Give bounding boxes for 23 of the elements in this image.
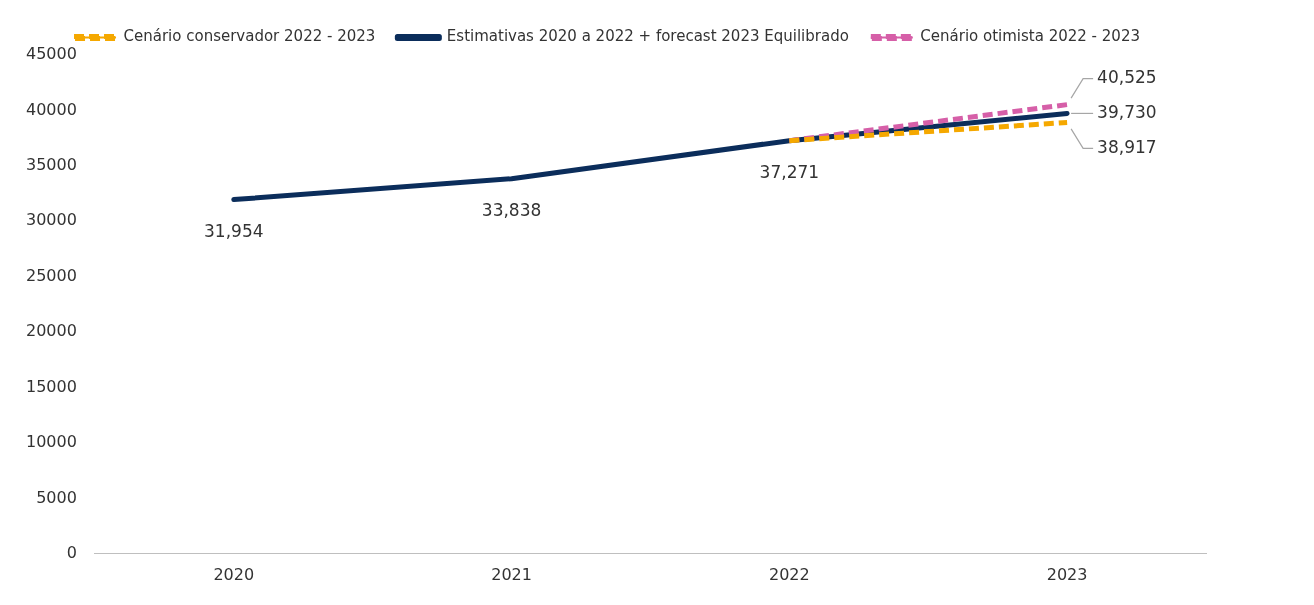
y-tick-label: 0 — [66, 542, 77, 562]
y-tick-label: 45000 — [25, 44, 77, 64]
y-tick-label: 10000 — [25, 432, 77, 452]
x-tick-label: 2021 — [491, 564, 532, 584]
y-tick-label: 40000 — [25, 99, 77, 119]
data-label: 33,838 — [481, 200, 542, 221]
y-tick-label: 25000 — [25, 265, 77, 285]
legend-label: Cenário otimista 2022 - 2023 — [920, 27, 1140, 46]
data-label: 38,917 — [1097, 136, 1157, 157]
legend-label: Estimativas 2020 a 2022 + forecast 2023 Equilibrado — [446, 27, 849, 46]
x-tick-label: 2022 — [768, 564, 810, 584]
y-tick-label: 35000 — [25, 155, 77, 174]
y-tick-label: 30000 — [25, 210, 77, 230]
data-label: 39,730 — [1097, 101, 1157, 122]
y-tick-label: 15000 — [25, 376, 77, 396]
x-tick-label: 2023 — [1046, 564, 1088, 584]
y-tick-label: 5000 — [36, 487, 77, 507]
x-tick-label: 2020 — [213, 564, 255, 584]
data-label: 40,525 — [1097, 67, 1157, 88]
legend-label: Cenário conservador 2022 - 2023 — [123, 27, 376, 46]
y-tick-label: 20000 — [25, 321, 77, 341]
data-label: 31,954 — [204, 221, 264, 242]
data-label: 37,271 — [759, 162, 820, 183]
